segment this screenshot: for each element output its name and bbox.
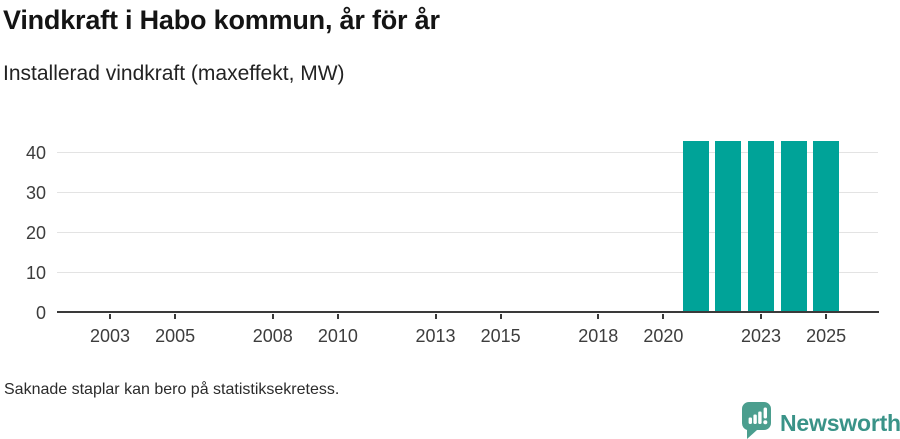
gridline-40 xyxy=(57,152,878,153)
bar-2021 xyxy=(682,140,709,313)
bar-2022 xyxy=(715,140,742,313)
bar-2024 xyxy=(780,140,807,313)
x-axis-line xyxy=(57,311,879,313)
x-axis-tick-2023 xyxy=(760,314,762,319)
x-axis-tick-2018 xyxy=(597,314,600,319)
gridline-20 xyxy=(57,232,878,233)
bar-2023 xyxy=(748,140,774,313)
x-axis-tick-2008 xyxy=(271,314,274,319)
x-axis-tick-label: 2020 xyxy=(643,326,684,346)
x-axis-tick-label: 2008 xyxy=(252,326,293,346)
x-axis-tick-2005 xyxy=(174,314,177,319)
x-axis-tick-2003 xyxy=(109,314,111,319)
chart-title: Vindkraft i Habo kommun, år för år xyxy=(3,5,440,35)
x-axis-tick-label: 2010 xyxy=(317,326,358,346)
y-axis-tick-label: 30 xyxy=(25,182,46,203)
x-axis-tick-2020 xyxy=(662,314,665,319)
x-axis-tick-label: 2003 xyxy=(89,326,131,346)
gridline-30 xyxy=(57,192,878,193)
newsworthy-bubble-chart-icon xyxy=(741,402,772,439)
x-axis-tick-label: 2023 xyxy=(740,326,782,346)
y-axis-tick-label: 10 xyxy=(25,262,46,283)
chart-subtitle: Installerad vindkraft (maxeffekt, MW) xyxy=(3,62,345,85)
x-axis-tick-label: 2015 xyxy=(480,326,521,346)
newsworthy-logo: Newsworthy xyxy=(741,402,900,439)
x-axis-tick-2015 xyxy=(499,314,502,319)
x-axis-tick-2013 xyxy=(434,314,437,319)
x-axis-tick-2025 xyxy=(825,314,828,319)
chart-footnote: Saknade staplar kan bero på statistiksek… xyxy=(4,381,340,398)
x-axis-tick-2010 xyxy=(336,314,339,319)
x-axis-tick-label: 2025 xyxy=(806,326,847,346)
x-axis-tick-label: 2005 xyxy=(155,326,196,346)
y-axis-tick-label: 40 xyxy=(25,142,46,163)
x-axis-tick-label: 2018 xyxy=(578,326,619,346)
newsworthy-wordmark: Newsworthy xyxy=(780,409,900,436)
y-axis-tick-label: 20 xyxy=(25,222,46,243)
y-axis-tick-label: 0 xyxy=(35,302,46,323)
gridline-10 xyxy=(57,272,878,273)
x-axis-tick-label: 2013 xyxy=(415,326,456,346)
bar-2025 xyxy=(813,140,840,313)
